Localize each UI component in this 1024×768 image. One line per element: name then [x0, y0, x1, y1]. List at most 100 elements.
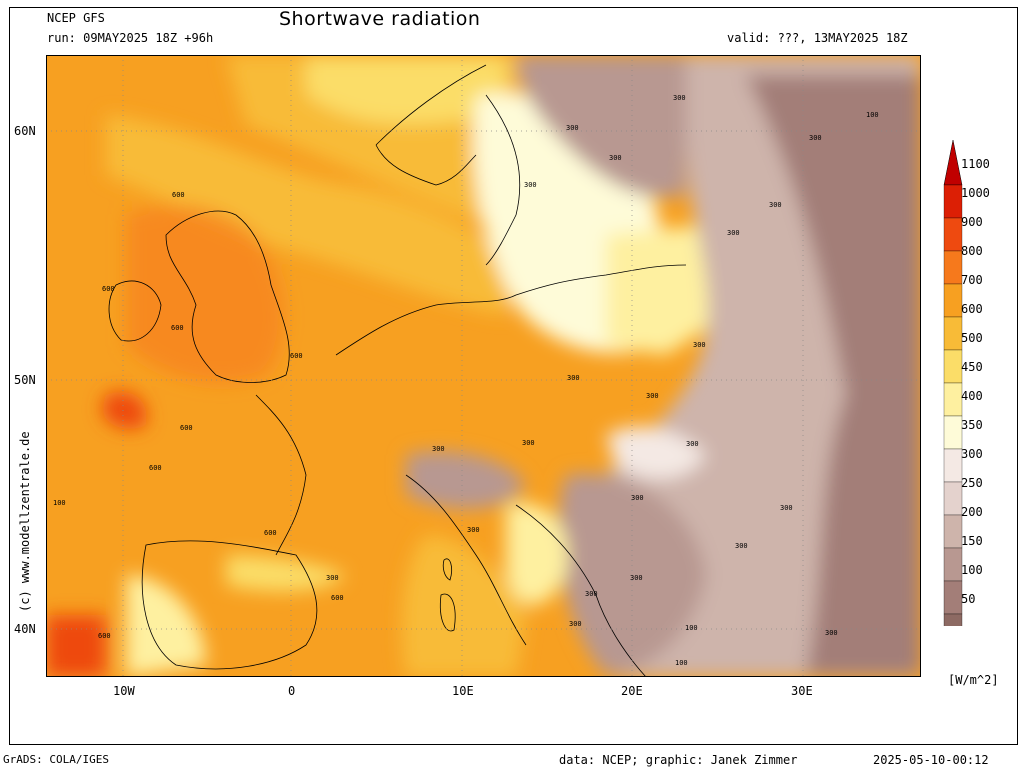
colorbar-level-label: 600 [961, 302, 983, 316]
lat-label-50n: 50N [14, 373, 36, 387]
contour-label: 600 [290, 352, 303, 360]
italy-orange [402, 535, 526, 677]
contour-label: 600 [102, 285, 115, 293]
timestamp-label: 2025-05-10-00:12 [873, 753, 989, 767]
uk-area [126, 204, 285, 384]
contour-label: 100 [675, 659, 688, 667]
contour-label: 300 [326, 574, 339, 582]
poland-pale [606, 225, 726, 355]
carpathian-pale [606, 426, 706, 479]
coast-corsica [442, 558, 452, 581]
contour-label: 300 [522, 439, 535, 447]
colorbar-level-label: 700 [961, 273, 983, 287]
colorbar-box [943, 217, 963, 252]
contour-label: 300 [693, 341, 706, 349]
grads-label: GrADS: COLA/IGES [3, 753, 109, 766]
colorbar-box [943, 184, 963, 219]
contour-label: 300 [686, 440, 699, 448]
colorbar-level-label: 200 [961, 505, 983, 519]
colorbar-box [943, 448, 963, 483]
iberia-pale [126, 575, 206, 677]
contour-label: 300 [609, 154, 622, 162]
contour-label: 300 [780, 504, 793, 512]
lat-label-60n: 60N [14, 124, 36, 138]
band-norway-sea [306, 55, 506, 124]
contour-label: 600 [180, 424, 193, 432]
colorbar-box [943, 613, 963, 626]
colorbar-box [943, 547, 963, 582]
colorbar-level-label: 500 [961, 331, 983, 345]
contour-label: 600 [171, 324, 184, 332]
contour-label: 300 [585, 590, 598, 598]
adriatic-pale [506, 503, 568, 605]
colorbar-level-label: 400 [961, 389, 983, 403]
coast-iberia [141, 540, 318, 670]
lon-label-10e: 10E [452, 684, 474, 698]
lon-label-10w: 10W [113, 684, 135, 698]
contour-label: 300 [566, 124, 579, 132]
colorbar-level-label: 1000 [961, 186, 990, 200]
contour-label: 300 [432, 445, 445, 453]
colorbar-box [943, 382, 963, 417]
colorbar-box [943, 580, 963, 615]
scandinavia-brown [516, 55, 686, 198]
contour-label: 600 [98, 632, 111, 640]
colorbar-box [943, 514, 963, 549]
colorbar-level-label: 350 [961, 418, 983, 432]
contour-label: 300 [467, 526, 480, 534]
lon-label-20e: 20E [621, 684, 643, 698]
colorbar-level-label: 1100 [961, 157, 990, 171]
lon-label-30e: 30E [791, 684, 813, 698]
lon-label-0: 0 [288, 684, 296, 698]
contour-label: 300 [735, 542, 748, 550]
colorbar-level-label: 800 [961, 244, 983, 258]
colorbar-level-label: 50 [961, 592, 976, 606]
contour-label: 300 [631, 494, 644, 502]
alps-brown [406, 451, 526, 509]
coast-sweden [485, 94, 521, 266]
contour-label: 100 [53, 499, 66, 507]
data-credit-label: data: NCEP; graphic: Janek Zimmer [559, 753, 798, 767]
contour-label: 100 [866, 111, 879, 119]
colorbar-level-label: 300 [961, 447, 983, 461]
far-east-dark [746, 75, 921, 675]
run-label: run: 09MAY2025 18Z +96h [47, 31, 214, 45]
unit-label: [W/m^2] [948, 673, 999, 687]
map-border [46, 55, 921, 677]
contour-label: 300 [567, 374, 580, 382]
coast-norway [375, 64, 487, 186]
coast-continent [335, 264, 687, 356]
contour-label: 300 [646, 392, 659, 400]
biscay-red [101, 391, 147, 430]
colorbar [943, 140, 963, 626]
colorbar-level-label: 150 [961, 534, 983, 548]
contour-label: 300 [569, 620, 582, 628]
coast-italy [405, 474, 527, 646]
portugal-red [46, 615, 106, 677]
contour-label: 300 [630, 574, 643, 582]
colorbar-box [943, 283, 963, 318]
contour-label: 600 [149, 464, 162, 472]
colorbar-box [943, 481, 963, 516]
pyrenees-pale [226, 555, 346, 592]
credit-label: (c) www.modellzentrale.de [18, 431, 32, 612]
colorbar-level-label: 900 [961, 215, 983, 229]
contour-label: 300 [825, 629, 838, 637]
contour-label: 100 [685, 624, 698, 632]
coast-france [255, 394, 307, 556]
coast-sardinia [439, 593, 456, 632]
colorbar-box [943, 415, 963, 450]
colorbar-box [943, 250, 963, 285]
band-atlantic [106, 115, 516, 315]
contour-label: 300 [673, 94, 686, 102]
radiation-map: 300 300 300 300 300 300 300 300 300 300 300 300 300 3… [46, 55, 921, 677]
contour-label: 300 [769, 201, 782, 209]
colorbar-level-label: 250 [961, 476, 983, 490]
contour-label: 600 [172, 191, 185, 199]
plot-frame [9, 7, 1018, 745]
colorbar-level-label: 450 [961, 360, 983, 374]
colorbar-box [943, 316, 963, 351]
contour-label: 300 [524, 181, 537, 189]
contour-label: 300 [727, 229, 740, 237]
coast-uk [165, 210, 290, 383]
